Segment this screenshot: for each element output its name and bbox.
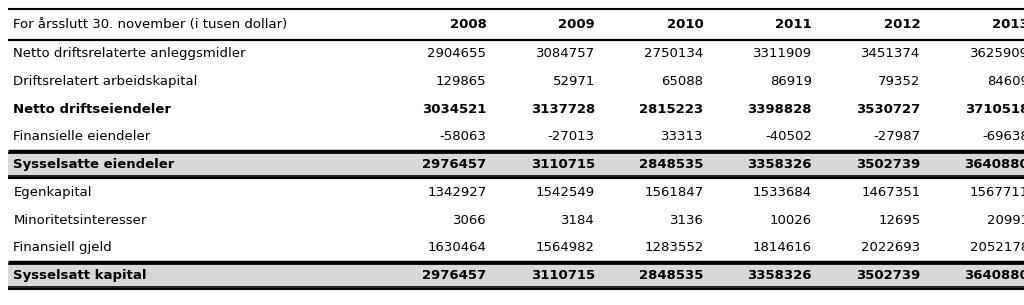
Text: 1630464: 1630464 [428,241,486,254]
Text: 3502739: 3502739 [856,269,921,282]
Text: 2976457: 2976457 [422,158,486,171]
Text: Sysselsatt kapital: Sysselsatt kapital [13,269,146,282]
Text: 3640880: 3640880 [965,158,1024,171]
Text: Finansielle eiendeler: Finansielle eiendeler [13,130,151,143]
Text: Minoritetsinteresser: Minoritetsinteresser [13,214,146,227]
Text: 2815223: 2815223 [639,102,703,116]
Text: -58063: -58063 [439,130,486,143]
Text: 3110715: 3110715 [530,158,595,171]
Text: -69638: -69638 [982,130,1024,143]
Text: 3084757: 3084757 [536,47,595,60]
Text: 3184: 3184 [561,214,595,227]
Text: 2848535: 2848535 [639,158,703,171]
Text: 1283552: 1283552 [644,241,703,254]
Text: 3502739: 3502739 [856,158,921,171]
Text: 2012: 2012 [884,18,921,31]
Text: 3398828: 3398828 [748,102,812,116]
Text: 2009: 2009 [558,18,595,31]
Text: 2022693: 2022693 [861,241,921,254]
Bar [8,262,1024,289]
Text: 3034521: 3034521 [422,102,486,116]
Text: 2011: 2011 [775,18,812,31]
Text: Netto driftsrelaterte anleggsmidler: Netto driftsrelaterte anleggsmidler [13,47,246,60]
Text: 3451374: 3451374 [861,47,921,60]
Text: 84609: 84609 [987,75,1024,88]
Text: 129865: 129865 [436,75,486,88]
Text: -27013: -27013 [548,130,595,143]
Text: 1533684: 1533684 [753,186,812,199]
Text: 2013: 2013 [992,18,1024,31]
Text: -27987: -27987 [873,130,921,143]
Text: 3530727: 3530727 [856,102,921,116]
Text: 3640880: 3640880 [965,269,1024,282]
Text: 1561847: 1561847 [644,186,703,199]
Text: 52971: 52971 [553,75,595,88]
Text: 3136: 3136 [670,214,703,227]
Text: 2010: 2010 [667,18,703,31]
Text: Netto driftseiendeler: Netto driftseiendeler [13,102,171,116]
Text: 20991: 20991 [987,214,1024,227]
Text: 2008: 2008 [450,18,486,31]
Text: 2750134: 2750134 [644,47,703,60]
Text: 79352: 79352 [879,75,921,88]
Text: Egenkapital: Egenkapital [13,186,92,199]
Text: 86919: 86919 [770,75,812,88]
Text: For årsslutt 30. november (i tusen dollar): For årsslutt 30. november (i tusen dolla… [13,18,288,31]
Text: 65088: 65088 [662,75,703,88]
Text: 3110715: 3110715 [530,269,595,282]
Text: 1564982: 1564982 [536,241,595,254]
Text: 2052178: 2052178 [970,241,1024,254]
Text: 1342927: 1342927 [427,186,486,199]
Text: 3358326: 3358326 [748,158,812,171]
Text: 1467351: 1467351 [861,186,921,199]
Text: 10026: 10026 [770,214,812,227]
Text: -40502: -40502 [765,130,812,143]
Text: 3625909: 3625909 [970,47,1024,60]
Text: 1567711: 1567711 [970,186,1024,199]
Text: 1542549: 1542549 [536,186,595,199]
Text: Sysselsatte eiendeler: Sysselsatte eiendeler [13,158,175,171]
Bar [8,151,1024,178]
Text: 33313: 33313 [660,130,703,143]
Text: 1814616: 1814616 [753,241,812,254]
Text: 12695: 12695 [879,214,921,227]
Text: 3066: 3066 [453,214,486,227]
Text: Driftsrelatert arbeidskapital: Driftsrelatert arbeidskapital [13,75,198,88]
Text: 2976457: 2976457 [422,269,486,282]
Text: 2848535: 2848535 [639,269,703,282]
Text: 2904655: 2904655 [427,47,486,60]
Text: 3311909: 3311909 [753,47,812,60]
Text: Finansiell gjeld: Finansiell gjeld [13,241,112,254]
Text: 3137728: 3137728 [530,102,595,116]
Text: 3358326: 3358326 [748,269,812,282]
Text: 3710518: 3710518 [965,102,1024,116]
